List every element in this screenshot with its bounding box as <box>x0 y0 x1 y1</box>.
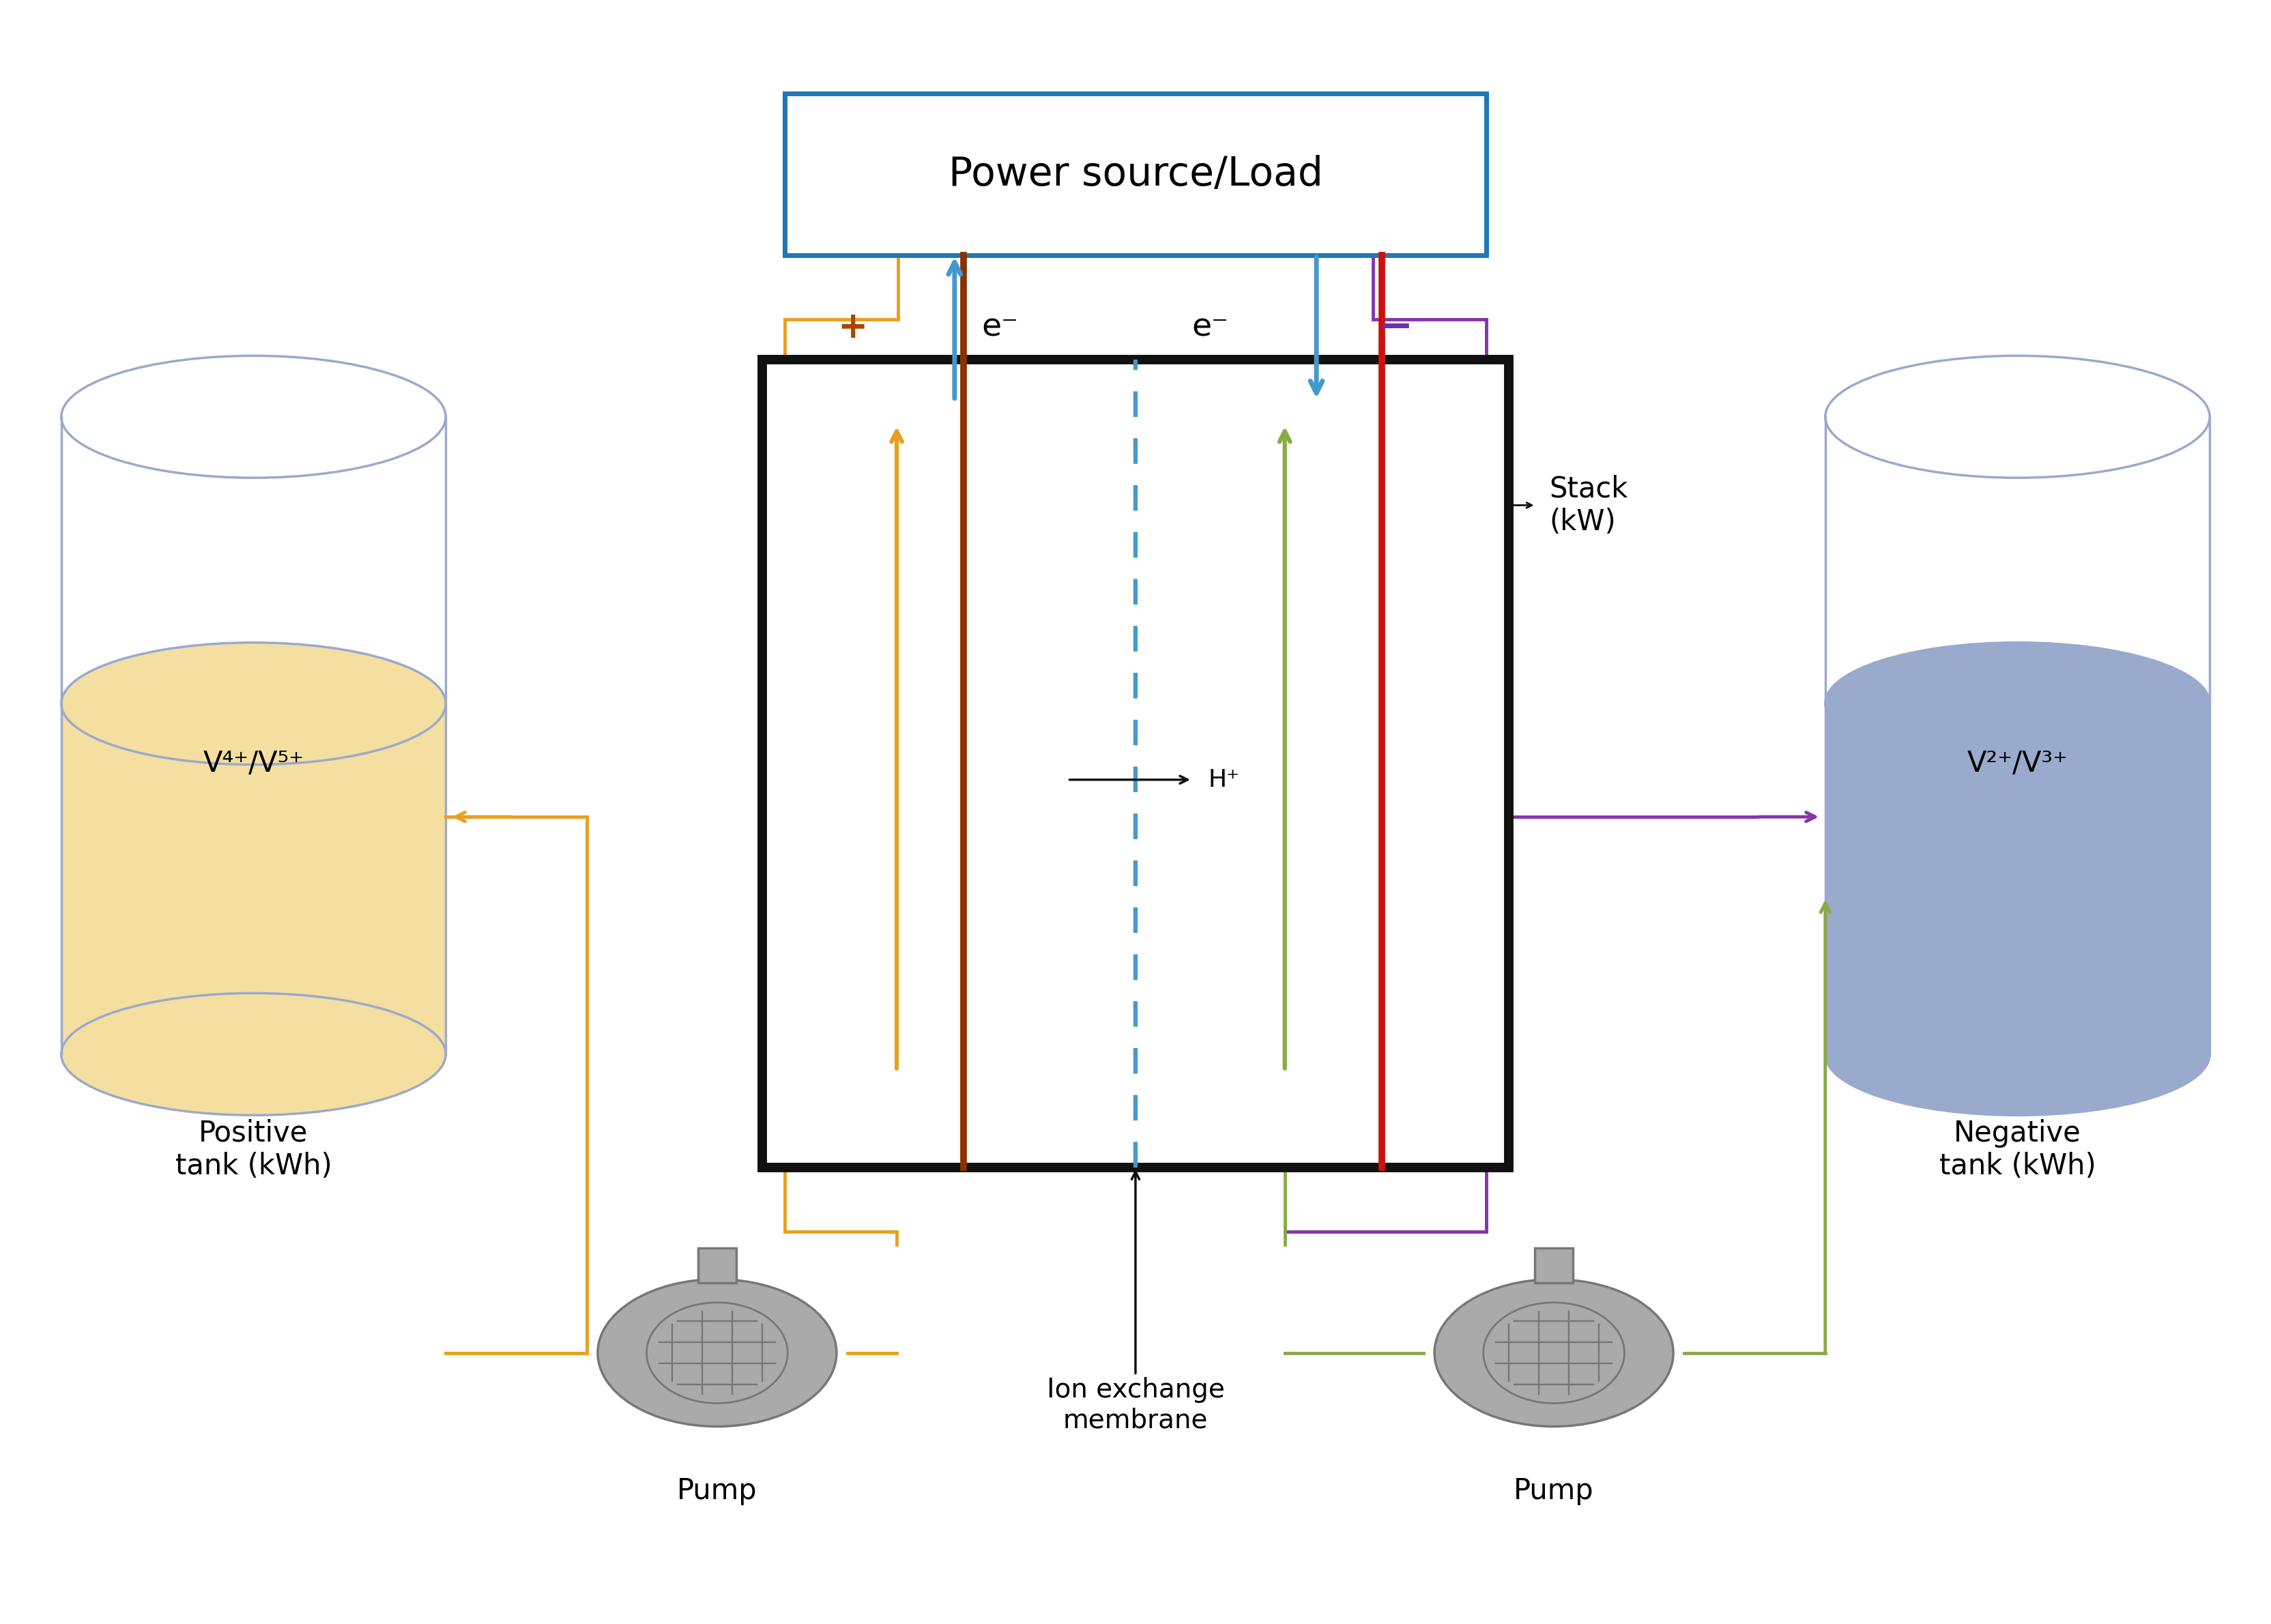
Text: Power source/Load: Power source/Load <box>949 154 1322 193</box>
Bar <box>61 703 445 1054</box>
Bar <box>61 417 445 1054</box>
Text: Negative
tank (kWh): Negative tank (kWh) <box>1939 1119 2096 1181</box>
Ellipse shape <box>61 643 445 765</box>
Text: Positive
tank (kWh): Positive tank (kWh) <box>175 1119 332 1181</box>
Ellipse shape <box>1435 1280 1674 1426</box>
Bar <box>1826 703 2210 1054</box>
Text: Pump: Pump <box>1515 1476 1594 1505</box>
Text: V²⁺/V³⁺: V²⁺/V³⁺ <box>1967 749 2069 778</box>
Text: e⁻: e⁻ <box>1192 312 1229 343</box>
Ellipse shape <box>61 994 445 1116</box>
Bar <box>1826 417 2210 1054</box>
Text: e⁻: e⁻ <box>981 312 1020 343</box>
Ellipse shape <box>1826 994 2210 1116</box>
Text: +: + <box>838 310 868 346</box>
Ellipse shape <box>61 356 445 477</box>
Bar <box>763 361 1508 1168</box>
Text: −: − <box>1378 307 1413 348</box>
Text: Ion exchange
membrane: Ion exchange membrane <box>1047 1173 1224 1432</box>
Bar <box>697 1249 736 1283</box>
FancyBboxPatch shape <box>786 94 1485 255</box>
Text: Pump: Pump <box>677 1476 756 1505</box>
Circle shape <box>647 1302 788 1403</box>
Text: Stack
(kW): Stack (kW) <box>1549 474 1628 536</box>
Circle shape <box>1483 1302 1624 1403</box>
Ellipse shape <box>1826 356 2210 477</box>
Ellipse shape <box>1826 643 2210 765</box>
Bar <box>1535 1249 1574 1283</box>
Text: H⁺: H⁺ <box>1208 768 1240 791</box>
Ellipse shape <box>597 1280 836 1426</box>
Text: V⁴⁺/V⁵⁺: V⁴⁺/V⁵⁺ <box>202 749 304 778</box>
